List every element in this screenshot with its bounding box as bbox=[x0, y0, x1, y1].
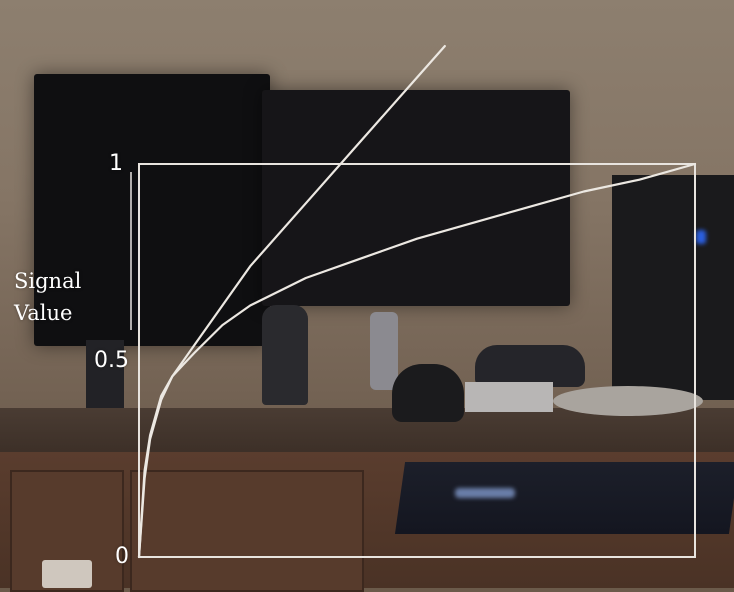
y-tick-label: 0 bbox=[115, 544, 129, 569]
plate bbox=[553, 386, 703, 416]
monitor-stand-right bbox=[262, 305, 308, 405]
y-tick-label: 0.5 bbox=[94, 347, 129, 373]
wall-outlet bbox=[42, 560, 92, 588]
y-axis-label: Signal Value bbox=[14, 269, 82, 325]
box bbox=[465, 382, 553, 412]
keyboard-light bbox=[455, 488, 515, 498]
series-line-1 bbox=[137, 45, 446, 559]
plot-frame bbox=[138, 163, 696, 558]
speaker bbox=[475, 345, 585, 387]
desk-top bbox=[0, 408, 734, 458]
pc-tower bbox=[612, 175, 734, 400]
series-line-2 bbox=[137, 162, 697, 559]
bottle bbox=[370, 312, 398, 390]
desk-drawer bbox=[130, 470, 364, 592]
monitor-left bbox=[34, 74, 270, 346]
pc-power-led bbox=[696, 230, 706, 244]
headphones bbox=[392, 364, 464, 422]
monitor-right bbox=[262, 90, 570, 306]
y-tick-label: 1 bbox=[109, 151, 123, 176]
